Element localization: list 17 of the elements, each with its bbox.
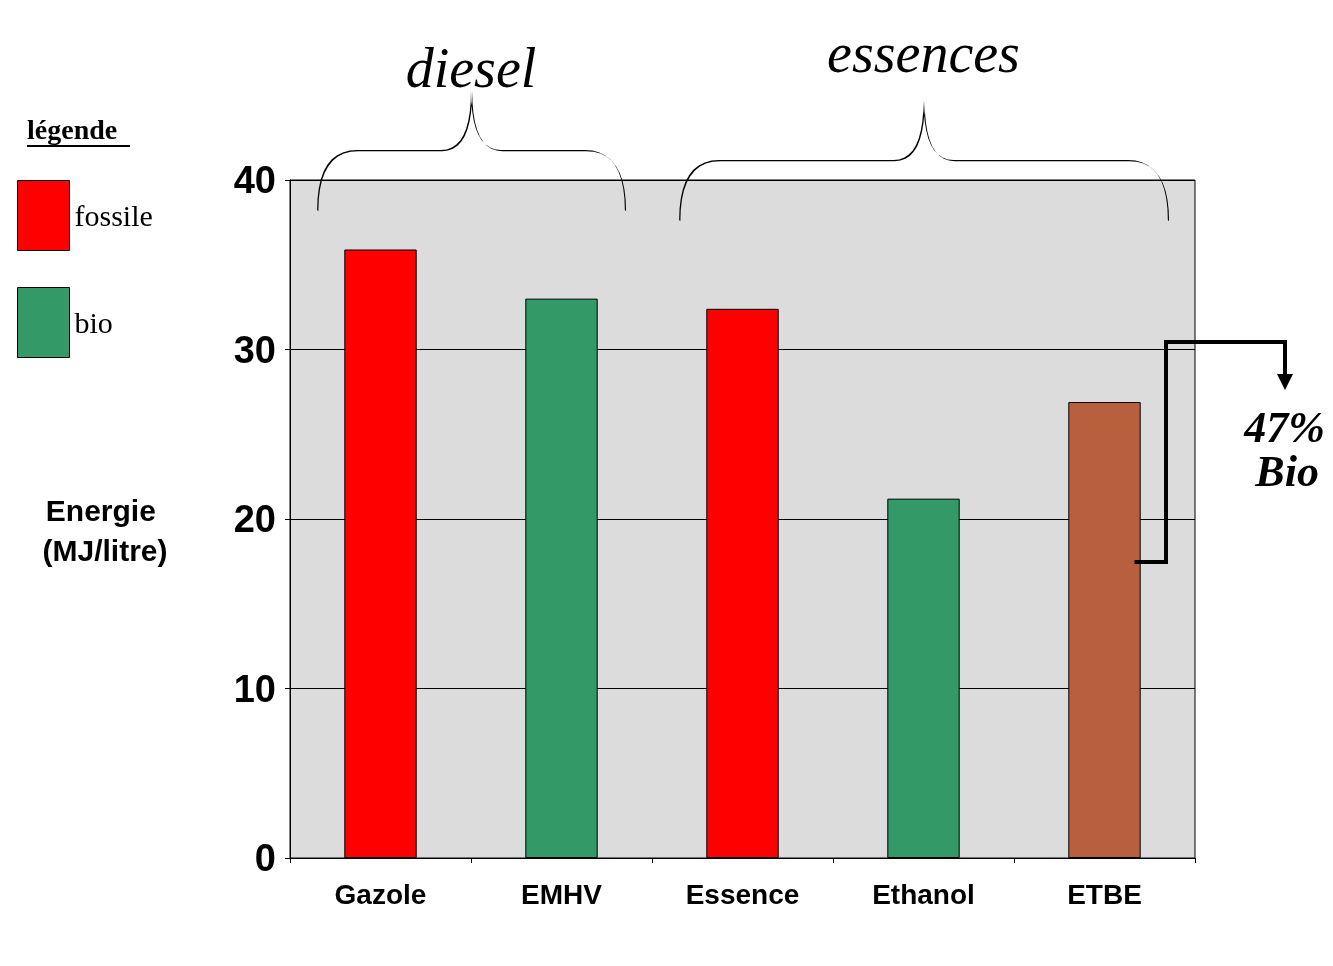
y-tick-label: 20 <box>233 498 276 540</box>
x-tick-label: EMHV <box>521 878 603 910</box>
text: diesel <box>405 37 537 99</box>
y-tick-label: 10 <box>233 667 276 710</box>
legend-label: bio <box>74 306 113 339</box>
text: 47% Bio <box>1243 402 1325 496</box>
y-axis-title: Energie (MJ/litre) <box>42 493 168 567</box>
x-tick-label: ETBE <box>1067 878 1142 910</box>
x-tick-label: Essence <box>685 878 800 910</box>
y-tick-label: 40 <box>233 159 276 201</box>
x-tick-label: Ethanol <box>872 878 975 910</box>
y-tick-label: 0 <box>254 837 276 879</box>
text: essences <box>827 22 1020 84</box>
legend-label: fossile <box>74 199 153 232</box>
x-tick-label: Gazole <box>334 878 427 910</box>
legend-title: légende <box>27 113 118 145</box>
y-tick-label: 30 <box>233 328 276 371</box>
